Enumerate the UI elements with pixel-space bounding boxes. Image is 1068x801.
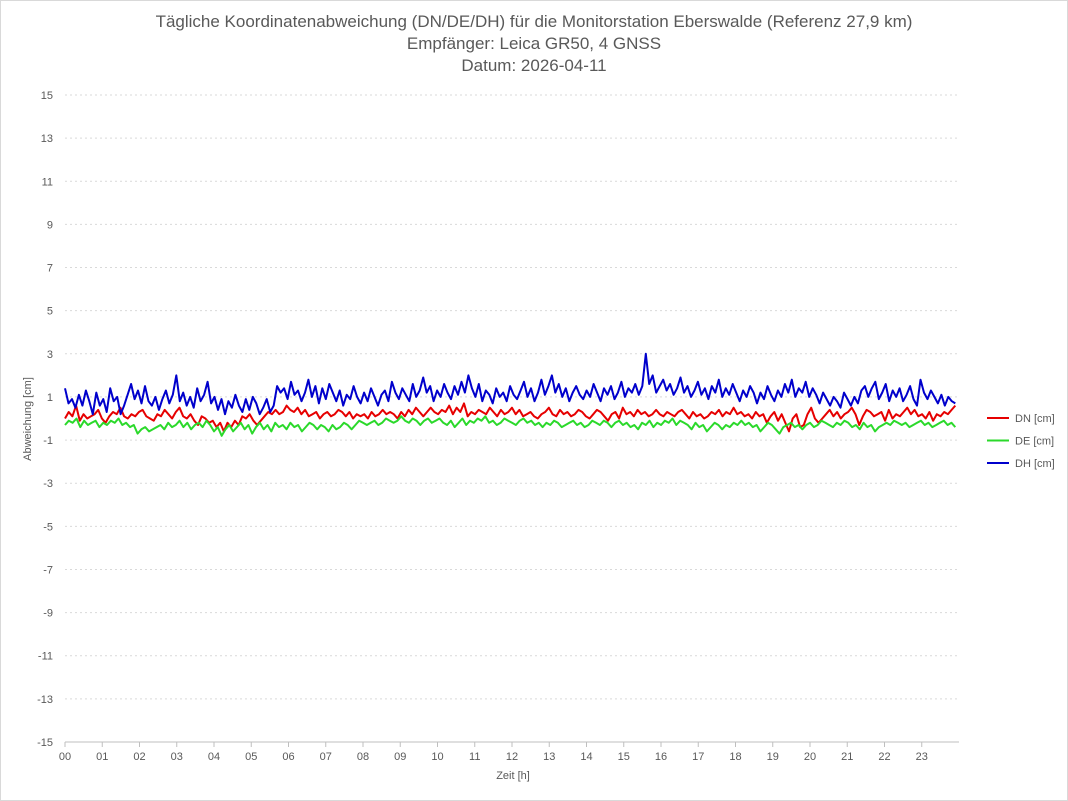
y-tick-label: 11 — [42, 176, 53, 188]
y-tick-label: 1 — [47, 392, 53, 404]
y-tick-label: -13 — [37, 694, 53, 706]
x-tick-label: 08 — [357, 751, 369, 763]
chart-subtitle: Empfänger: Leica GR50, 4 GNSS — [406, 34, 662, 53]
y-tick-label: 13 — [41, 133, 53, 145]
x-tick-label: 01 — [96, 751, 108, 763]
y-tick-label: -9 — [43, 608, 53, 620]
y-tick-label: -5 — [43, 521, 53, 533]
x-tick-label: 13 — [543, 751, 555, 763]
x-tick-label: 11 — [469, 751, 480, 763]
x-axis-label: Zeit [h] — [496, 770, 530, 782]
y-tick-label: 5 — [47, 306, 53, 318]
x-tick-label: 16 — [655, 751, 667, 763]
x-tick-label: 21 — [841, 751, 853, 763]
x-tick-label: 10 — [431, 751, 443, 763]
x-tick-label: 02 — [133, 751, 145, 763]
x-tick-label: 15 — [618, 751, 630, 763]
y-axis-ticks: 15 13 11 9 7 5 3 1 -1 -3 -5 -7 -9 -11 -13 -15 — [37, 90, 53, 749]
series-line-dn — [64, 402, 957, 433]
x-tick-label: 05 — [245, 751, 257, 763]
y-tick-label: 9 — [47, 219, 53, 231]
x-tick-label: 07 — [320, 751, 332, 763]
y-axis-label: Abweichung [cm] — [22, 377, 34, 461]
y-tick-label: -1 — [43, 435, 53, 447]
legend-label-de: DE [cm] — [1015, 436, 1054, 448]
chart-date: Datum: 2026-04-11 — [461, 56, 607, 75]
x-tick-label: 04 — [208, 751, 220, 763]
x-tick-label: 12 — [506, 751, 518, 763]
x-tick-label: 00 — [59, 751, 71, 763]
legend: DN [cm] DE [cm] DH [cm] — [987, 413, 1055, 470]
x-tick-label: 22 — [878, 751, 890, 763]
gridlines — [65, 94, 959, 743]
legend-label-dh: DH [cm] — [1015, 458, 1055, 470]
x-tick-label: 09 — [394, 751, 406, 763]
y-tick-label: 3 — [47, 349, 53, 361]
x-axis-ticks: 00 01 02 03 04 05 06 07 08 09 10 11 12 13 14 15 16 17 18 19… — [59, 742, 928, 763]
y-tick-label: 7 — [47, 263, 53, 275]
y-tick-label: -11 — [38, 651, 53, 663]
y-tick-label: -7 — [43, 564, 53, 576]
series-line-dh — [64, 352, 956, 416]
series-lines — [64, 352, 957, 437]
chart-title-block: Tägliche Koordinatenabweichung (DN/DE/DH… — [1, 11, 1067, 77]
x-tick-label: 23 — [916, 751, 928, 763]
legend-label-dn: DN [cm] — [1015, 413, 1055, 425]
y-tick-label: 15 — [41, 90, 53, 102]
x-tick-label: 06 — [282, 751, 294, 763]
x-tick-label: 20 — [804, 751, 816, 763]
series-line-de — [64, 415, 957, 437]
x-tick-label: 03 — [171, 751, 183, 763]
y-tick-label: -3 — [43, 478, 53, 490]
x-tick-label: 17 — [692, 751, 704, 763]
y-tick-label: -15 — [37, 737, 53, 749]
x-tick-label: 18 — [729, 751, 741, 763]
chart-title: Tägliche Koordinatenabweichung (DN/DE/DH… — [155, 12, 913, 31]
x-tick-label: 19 — [767, 751, 779, 763]
x-tick-label: 14 — [580, 751, 592, 763]
